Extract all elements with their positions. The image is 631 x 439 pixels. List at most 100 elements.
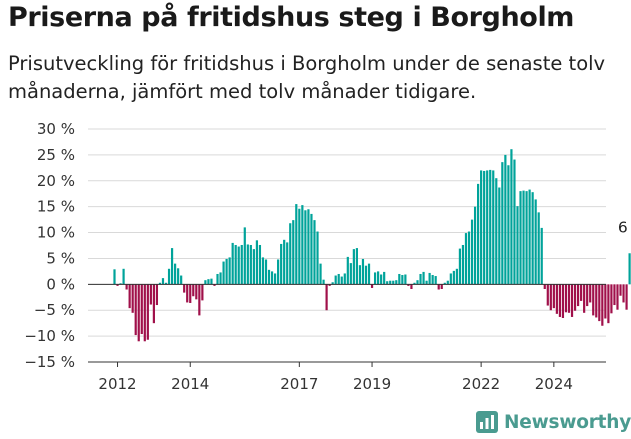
bar: [155, 284, 159, 306]
bar: [270, 271, 274, 285]
bar: [592, 284, 595, 316]
bar: [204, 280, 207, 285]
bar: [586, 284, 589, 307]
bar: [558, 284, 562, 317]
bar: [307, 209, 310, 285]
bar: [522, 190, 525, 285]
bar: [301, 205, 304, 285]
brand-logo: Newsworthy: [476, 408, 631, 436]
bar: [564, 284, 568, 313]
x-tick-label: 2014: [171, 375, 209, 393]
bar: [361, 258, 365, 285]
bar: [167, 268, 171, 285]
bar: [477, 183, 480, 285]
bar: [404, 274, 407, 285]
bar: [261, 257, 265, 285]
y-axis-labels: 30 % 25 % 20 % 15 % 10 % 5 % 0 % −5 % −10 % −15 %: [24, 120, 75, 371]
x-tick-label: 2022: [462, 375, 500, 393]
bar: [483, 170, 486, 285]
bar: [286, 242, 289, 285]
y-tick-label: 0 %: [46, 275, 75, 293]
bar: [398, 273, 401, 285]
bar: [386, 281, 389, 285]
bar: [616, 284, 619, 310]
bar: [222, 261, 225, 285]
bar: [413, 282, 416, 285]
bar: [422, 271, 425, 285]
bar: [534, 199, 537, 285]
bar: [428, 272, 431, 285]
bar: [528, 189, 531, 285]
bar: [316, 231, 319, 285]
bar: [383, 271, 386, 285]
bar: [380, 274, 383, 285]
bar: [567, 284, 571, 313]
bar: [589, 284, 592, 303]
y-tick-label: 25 %: [37, 146, 75, 164]
y-tick-label: 5 %: [46, 249, 75, 267]
bar: [492, 170, 495, 285]
bar: [334, 275, 337, 285]
bar: [540, 227, 543, 285]
x-tick-label: 2012: [98, 375, 136, 393]
bar: [174, 263, 177, 285]
bar: [364, 265, 368, 285]
bar: [116, 284, 119, 286]
bar: [331, 282, 334, 285]
bar: [501, 162, 504, 285]
bar: [561, 284, 565, 318]
bar: [210, 278, 213, 285]
bar: [201, 284, 204, 301]
bar: [431, 275, 434, 285]
bar: [213, 284, 216, 286]
y-tick-label: 30 %: [37, 120, 75, 138]
bar: [570, 284, 574, 317]
bar: [619, 284, 622, 296]
bar: [273, 273, 277, 285]
bar: [143, 284, 146, 342]
x-tick-label: 2024: [535, 375, 573, 393]
bar: [543, 284, 546, 289]
bar: [346, 256, 349, 285]
bar: [513, 159, 516, 285]
bar: [134, 284, 137, 336]
bar: [216, 273, 219, 285]
bar: [325, 284, 328, 311]
bar: [322, 279, 325, 285]
bar: [125, 284, 128, 290]
bar: [446, 280, 449, 285]
bar: [186, 284, 189, 303]
bar: [504, 154, 507, 285]
bars: [113, 149, 631, 342]
bar: [498, 187, 501, 285]
bar: [576, 284, 580, 307]
bar: [467, 231, 471, 285]
bar: [604, 284, 607, 319]
chart-title: Priserna på fritidshus steg i Borgholm: [8, 2, 575, 33]
bar: [292, 220, 295, 285]
bar: [149, 284, 152, 305]
bar: [549, 284, 552, 311]
bar: [519, 191, 522, 285]
y-tick-label: 20 %: [37, 172, 75, 190]
bar: [337, 273, 340, 285]
bar: [552, 284, 555, 309]
bar: [389, 280, 392, 285]
bar: [240, 244, 243, 285]
bar: [425, 280, 428, 285]
bar: [280, 243, 283, 285]
bar: [367, 263, 371, 285]
bar: [252, 249, 255, 285]
bar: [580, 284, 583, 301]
bar: [234, 244, 237, 285]
bar: [152, 284, 155, 324]
bar: [449, 273, 452, 285]
bar: [437, 284, 440, 290]
bar: [598, 284, 601, 322]
bar: [607, 284, 610, 324]
bar: [628, 253, 631, 285]
bar: [192, 284, 195, 297]
bar: [177, 268, 180, 285]
bar: [495, 178, 498, 285]
bar: [289, 223, 292, 285]
